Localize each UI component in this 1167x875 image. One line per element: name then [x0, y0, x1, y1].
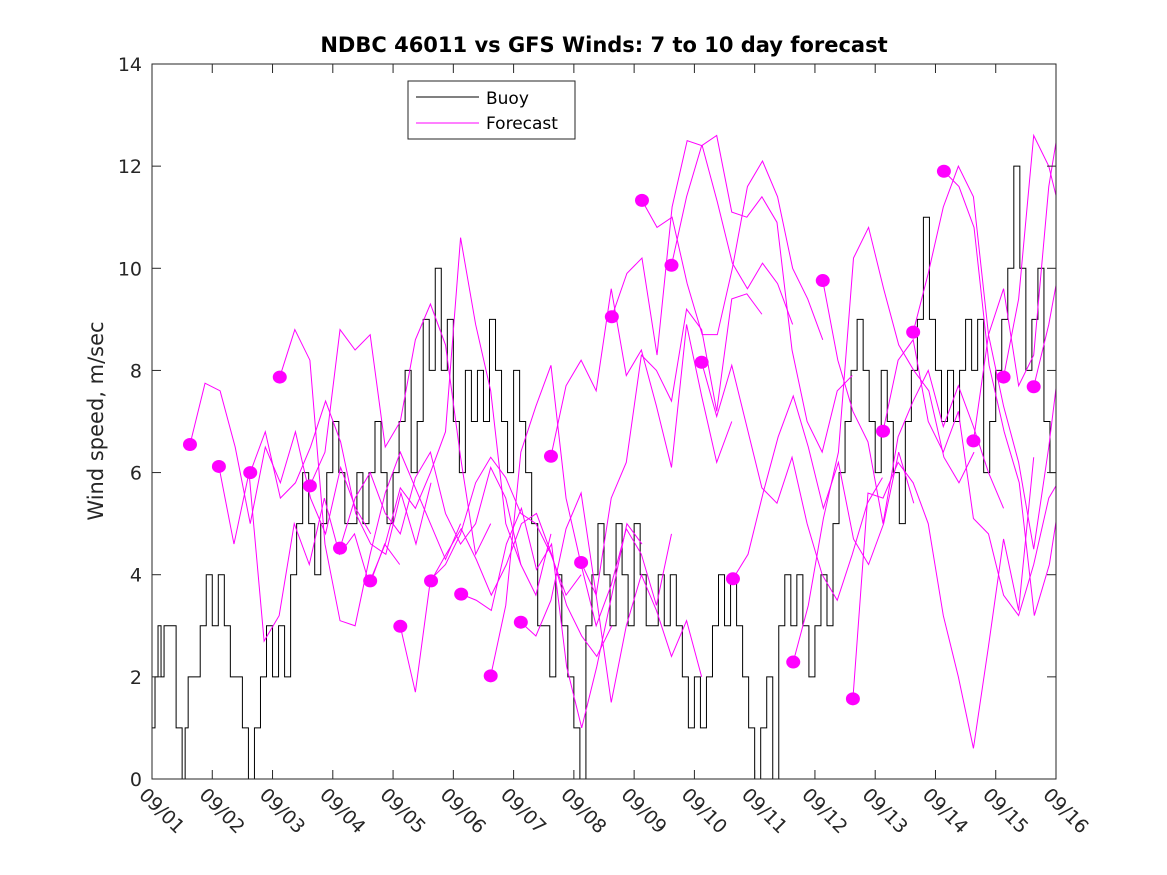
y-axis-label: Wind speed, m/sec: [84, 321, 108, 520]
y-tick-label: 12: [118, 156, 142, 178]
forecast-line: [912, 164, 1056, 550]
x-tick-label: 09/15: [978, 784, 1032, 838]
x-tick-label: 09/08: [556, 784, 610, 838]
plot-area: [151, 63, 1057, 780]
x-tick-label: 09/07: [496, 784, 550, 838]
forecast-point: [483, 669, 498, 683]
legend-label-buoy: Buoy: [486, 89, 529, 109]
buoy-line: [152, 165, 1056, 779]
x-tick-label: 09/13: [858, 784, 912, 838]
forecast-line: [852, 457, 1035, 749]
x-tick-label: 09/02: [195, 784, 249, 838]
forecast-line: [943, 170, 1056, 616]
x-tick-label: 09/16: [1038, 784, 1092, 838]
forecast-line: [641, 159, 824, 340]
legend-label-forecast: Forecast: [486, 114, 558, 134]
forecast-line: [1033, 282, 1056, 387]
forecast-point: [604, 310, 619, 324]
forecast-point: [786, 655, 801, 669]
y-tick-label: 14: [118, 54, 142, 76]
forecast-point: [543, 449, 558, 463]
forecast-point: [634, 193, 649, 207]
forecast-point: [1026, 380, 1041, 394]
chart-title: NDBC 46011 vs GFS Winds: 7 to 10 day for…: [320, 33, 887, 57]
x-tick-label: 09/03: [255, 784, 309, 838]
forecast-line: [882, 338, 1056, 617]
forecast-line: [822, 280, 1005, 524]
forecast-point: [815, 274, 830, 288]
forecast-line: [671, 134, 853, 454]
forecast-point: [664, 258, 679, 272]
forecast-point: [906, 325, 921, 339]
forecast-line: [249, 399, 432, 556]
x-tick-label: 09/12: [797, 784, 851, 838]
forecast-line: [189, 382, 372, 536]
forecast-point: [936, 164, 951, 178]
forecast-series: [182, 133, 1056, 749]
forecast-point: [393, 619, 408, 633]
y-tick-label: 2: [130, 667, 142, 689]
y-tick-label: 8: [130, 360, 142, 382]
forecast-line: [580, 293, 763, 597]
x-tick-label: 09/06: [436, 784, 490, 838]
x-tick-label: 09/10: [677, 784, 731, 838]
forecast-point: [211, 459, 226, 473]
forecast-point: [272, 370, 287, 384]
forecast-line: [279, 328, 462, 627]
forecast-point: [182, 437, 197, 451]
x-tick-label: 09/01: [134, 784, 188, 838]
x-tick-label: 09/09: [617, 784, 671, 838]
forecast-point: [424, 574, 439, 588]
forecast-point: [876, 424, 891, 438]
forecast-line: [369, 237, 552, 597]
forecast-line: [460, 506, 643, 729]
x-tick-label: 09/11: [737, 784, 791, 838]
legend-box: [407, 80, 576, 140]
forecast-line: [701, 362, 883, 602]
forecast-line: [972, 139, 1056, 441]
forecast-point: [966, 434, 981, 448]
x-tick-label: 09/14: [918, 784, 972, 838]
forecast-line: [339, 450, 522, 565]
forecast-line: [520, 491, 703, 703]
forecast-point: [574, 555, 589, 569]
plot-frame: [151, 63, 1057, 780]
forecast-line: [550, 288, 733, 468]
forecast-line: [430, 512, 613, 658]
forecast-point: [243, 466, 258, 480]
forecast-line: [1003, 133, 1056, 378]
forecast-point: [333, 541, 348, 555]
forecast-point: [694, 355, 709, 369]
plot-background: [152, 64, 1056, 779]
forecast-point: [996, 370, 1011, 384]
forecast-line: [792, 225, 975, 663]
y-tick-label: 6: [130, 463, 142, 485]
forecast-point: [845, 692, 860, 706]
y-tick-label: 4: [130, 565, 142, 587]
y-tick-label: 10: [118, 258, 142, 280]
forecast-point: [302, 479, 317, 493]
y-tick-label: 0: [130, 769, 142, 791]
y-axis: 0 2 4 6 8 10 12 14: [118, 54, 1056, 791]
forecast-line: [732, 394, 915, 580]
forecast-point: [363, 574, 378, 588]
x-tick-label: 09/04: [315, 784, 369, 838]
forecast-point: [513, 615, 528, 629]
forecast-point: [454, 587, 469, 601]
buoy-series: [152, 165, 1056, 779]
legend: Buoy Forecast: [407, 80, 576, 140]
forecast-line: [309, 302, 492, 556]
forecast-point: [725, 572, 740, 586]
x-tick-label: 09/05: [376, 784, 430, 838]
